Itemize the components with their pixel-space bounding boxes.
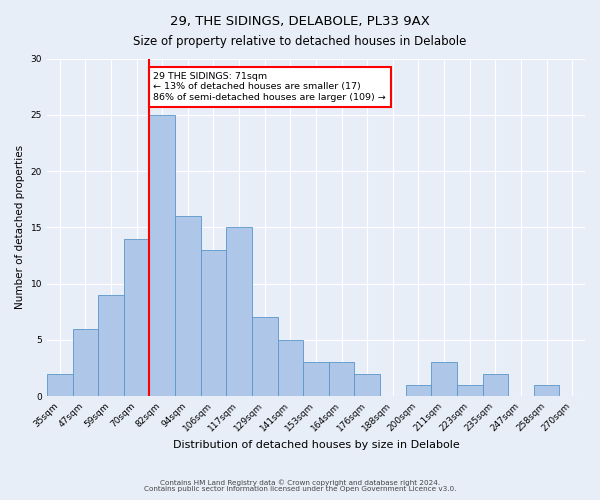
Bar	[431, 362, 457, 396]
Y-axis label: Number of detached properties: Number of detached properties	[15, 145, 25, 310]
Bar	[200, 250, 226, 396]
Bar	[303, 362, 329, 396]
Bar	[175, 216, 200, 396]
Text: Contains HM Land Registry data © Crown copyright and database right 2024.
Contai: Contains HM Land Registry data © Crown c…	[144, 479, 456, 492]
Bar	[124, 238, 149, 396]
Bar	[355, 374, 380, 396]
Bar	[278, 340, 303, 396]
Text: 29 THE SIDINGS: 71sqm
← 13% of detached houses are smaller (17)
86% of semi-deta: 29 THE SIDINGS: 71sqm ← 13% of detached …	[153, 72, 386, 102]
Bar	[47, 374, 73, 396]
Bar	[457, 385, 482, 396]
X-axis label: Distribution of detached houses by size in Delabole: Distribution of detached houses by size …	[173, 440, 460, 450]
Bar	[534, 385, 559, 396]
Bar	[406, 385, 431, 396]
Bar	[226, 228, 252, 396]
Text: Size of property relative to detached houses in Delabole: Size of property relative to detached ho…	[133, 35, 467, 48]
Bar	[482, 374, 508, 396]
Bar	[98, 295, 124, 396]
Bar	[149, 115, 175, 396]
Bar	[73, 328, 98, 396]
Text: 29, THE SIDINGS, DELABOLE, PL33 9AX: 29, THE SIDINGS, DELABOLE, PL33 9AX	[170, 15, 430, 28]
Bar	[252, 318, 278, 396]
Bar	[329, 362, 355, 396]
